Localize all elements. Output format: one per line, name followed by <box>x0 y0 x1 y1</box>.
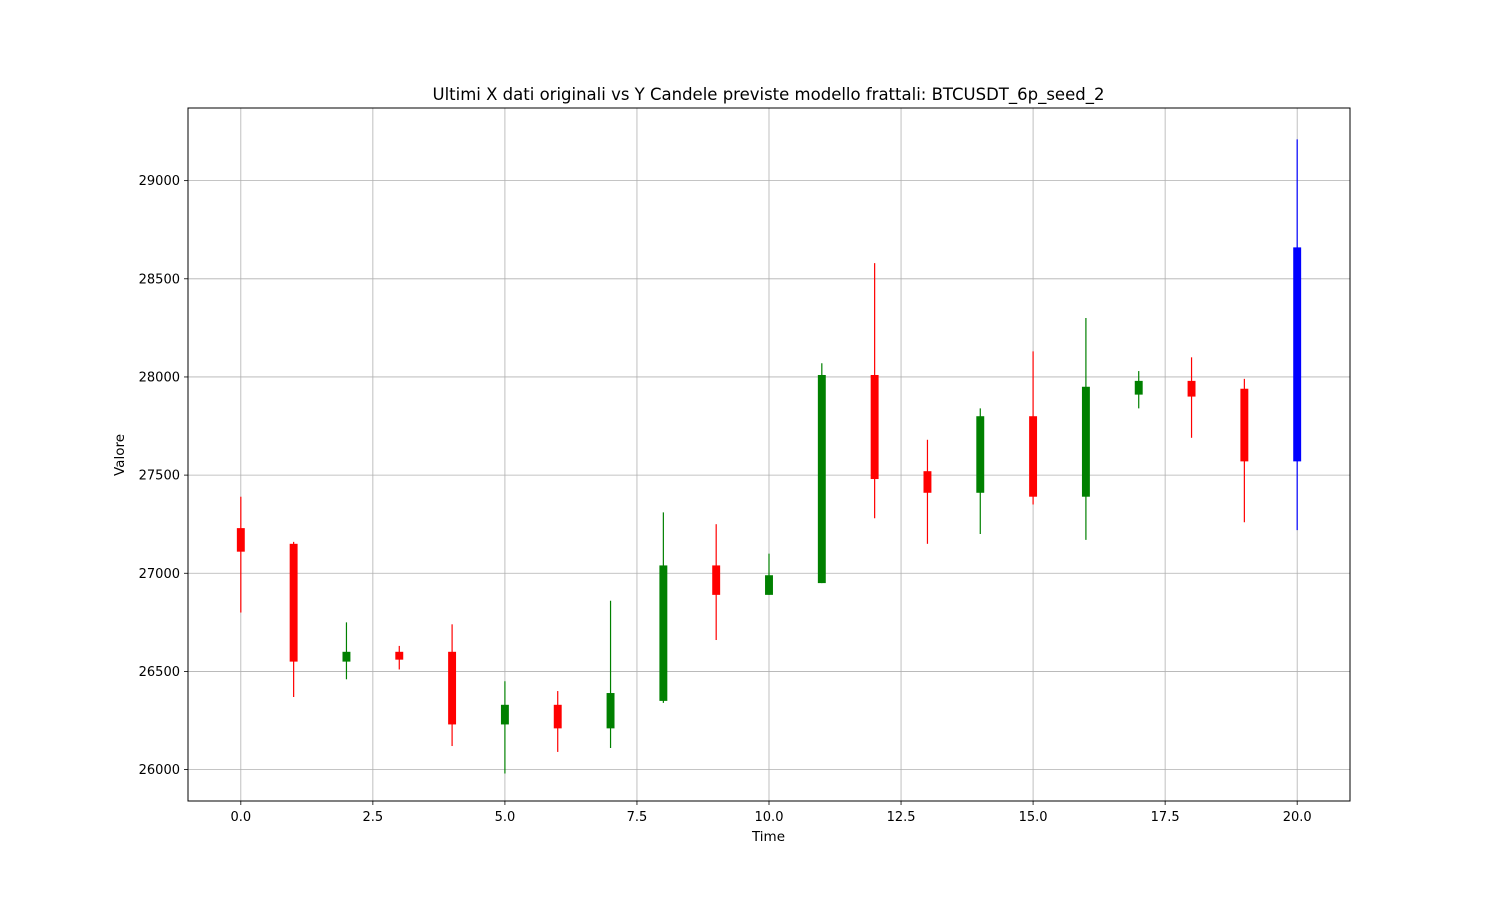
y-tick-label: 27000 <box>139 567 180 582</box>
candle-body <box>1240 388 1249 462</box>
y-tick-label: 27500 <box>139 469 180 484</box>
candle <box>765 553 773 595</box>
candle <box>606 600 615 748</box>
candle <box>395 645 404 670</box>
candles <box>236 139 1302 774</box>
y-tick-label: 29000 <box>139 174 180 189</box>
candle <box>342 622 351 680</box>
candle <box>448 624 457 747</box>
candle-body <box>1029 416 1038 497</box>
candle-body <box>1081 386 1090 497</box>
candle <box>1293 139 1302 531</box>
x-axis-label: Time <box>751 829 785 845</box>
candle <box>236 496 245 613</box>
y-tick-label: 26000 <box>139 763 180 778</box>
chart-title: Ultimi X dati originali vs Y Candele pre… <box>433 85 1105 105</box>
candle-body <box>395 651 404 660</box>
candle <box>870 263 879 519</box>
candle <box>500 681 509 774</box>
candle-body <box>1134 380 1143 395</box>
candle-body <box>817 374 826 584</box>
candle <box>923 439 932 544</box>
x-tick-label: 0.0 <box>230 810 251 825</box>
candle-body <box>923 471 932 493</box>
candle-body <box>712 565 721 595</box>
x-tick-label: 12.5 <box>887 810 916 825</box>
y-tick-label: 28000 <box>139 370 180 385</box>
x-tick-label: 7.5 <box>627 810 648 825</box>
candle <box>1081 318 1090 540</box>
candle-body <box>342 651 351 662</box>
candle-body <box>976 416 985 493</box>
x-tick-label: 17.5 <box>1151 810 1180 825</box>
candle-body <box>606 693 615 729</box>
candle-body <box>659 565 668 701</box>
y-axis-label: Valore <box>112 434 128 476</box>
candle <box>289 541 298 697</box>
candle <box>553 691 562 752</box>
y-tick-label: 26500 <box>139 665 180 680</box>
x-tick-label: 20.0 <box>1283 810 1312 825</box>
x-axis-ticks: 0.0 2.5 5.0 7.5 10.0 12.5 15.0 17.5 20.0 <box>230 801 1312 825</box>
candle-body <box>765 575 773 595</box>
y-tick-label: 28500 <box>139 272 180 287</box>
candle <box>1187 357 1196 438</box>
candle <box>1240 378 1249 523</box>
x-tick-label: 2.5 <box>363 810 384 825</box>
candle <box>1134 371 1143 409</box>
x-tick-label: 15.0 <box>1019 810 1048 825</box>
candle <box>1029 351 1038 505</box>
candle-body <box>448 651 457 725</box>
candle <box>659 512 668 703</box>
x-tick-label: 10.0 <box>755 810 784 825</box>
candle-body <box>1187 380 1196 397</box>
candle-body <box>870 374 879 480</box>
candle <box>712 524 721 641</box>
candle-body <box>553 704 562 729</box>
candle-body <box>289 543 298 662</box>
candle-body <box>500 704 509 725</box>
candle <box>976 408 985 535</box>
grid <box>188 108 1350 801</box>
y-axis-ticks: 26000 26500 27000 27500 28000 28500 29000 <box>139 174 188 778</box>
x-tick-label: 5.0 <box>495 810 516 825</box>
candle <box>817 363 826 584</box>
candle-body <box>236 528 245 552</box>
candle-body <box>1293 247 1302 462</box>
